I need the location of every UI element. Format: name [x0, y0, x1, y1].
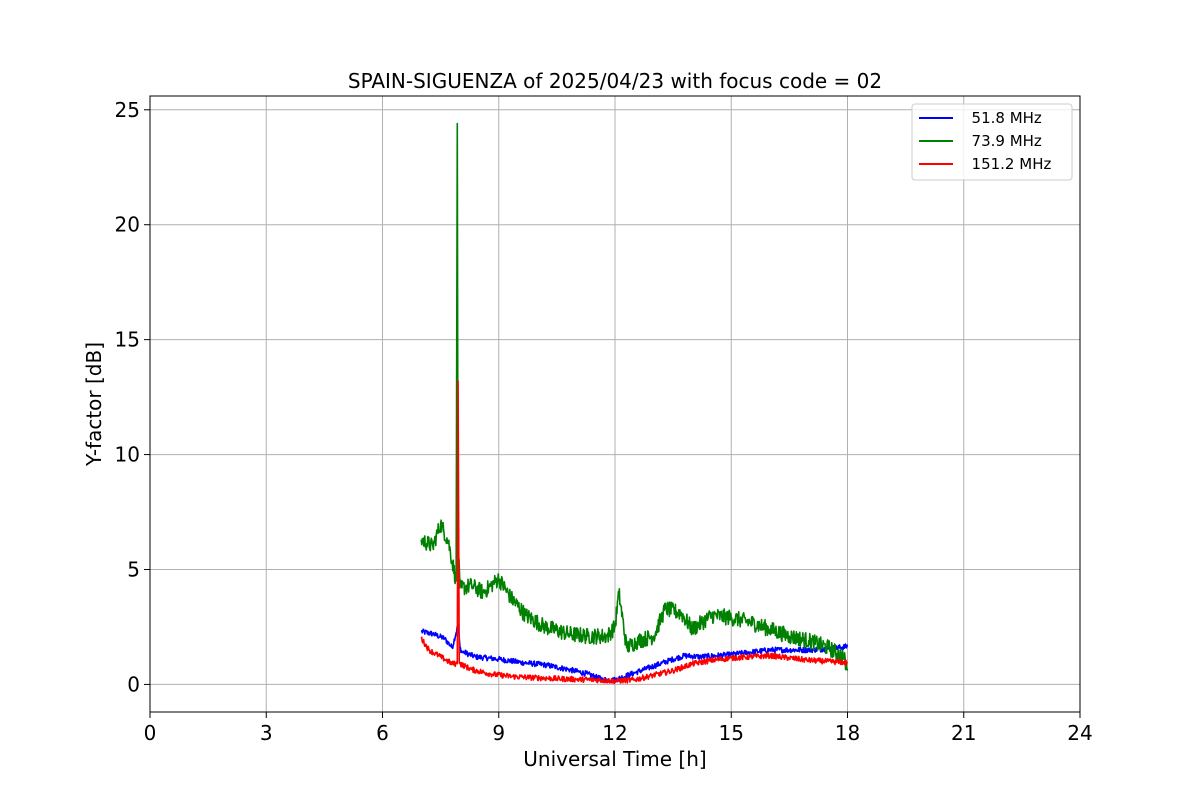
- y-tick-label: 0: [127, 672, 140, 696]
- y-tick-label: 15: [115, 328, 140, 352]
- axis-ticks: 0 3 6 9 12 15 18 21 24 0 5 10 15 20 25: [115, 98, 1093, 745]
- y-tick-label: 10: [115, 443, 140, 467]
- legend-label-51-8-mhz: 51.8 MHz: [962, 109, 1042, 127]
- series-layer: [420, 122, 849, 685]
- x-tick-label: 21: [951, 721, 976, 745]
- y-axis-label: Y-factor [dB]: [82, 342, 106, 467]
- x-tick-label: 15: [719, 721, 744, 745]
- legend-label-151-2-mhz: 151.2 MHz: [962, 155, 1051, 173]
- y-tick-label: 25: [115, 98, 140, 122]
- legend-label-73-9-mhz: 73.9 MHz: [962, 132, 1042, 150]
- series-line-151-2-mhz: [420, 380, 848, 685]
- x-tick-label: 3: [260, 721, 273, 745]
- y-tick-label: 5: [127, 557, 140, 581]
- x-tick-label: 0: [144, 721, 157, 745]
- y-tick-label: 20: [115, 213, 140, 237]
- series-line-73-9-mhz: [420, 122, 849, 671]
- legend-box: [911, 103, 1073, 181]
- chart-title: SPAIN-SIGUENZA of 2025/04/23 with focus …: [348, 69, 882, 93]
- legend: 51.8 MHz 73.9 MHz 151.2 MHz: [911, 103, 1073, 181]
- x-tick-label: 18: [835, 721, 860, 745]
- x-tick-label: 9: [492, 721, 505, 745]
- x-tick-label: 6: [376, 721, 389, 745]
- series-line-51-8-mhz: [420, 623, 849, 684]
- x-axis-label: Universal Time [h]: [523, 747, 706, 771]
- x-tick-label: 12: [602, 721, 627, 745]
- x-tick-label: 24: [1067, 721, 1092, 745]
